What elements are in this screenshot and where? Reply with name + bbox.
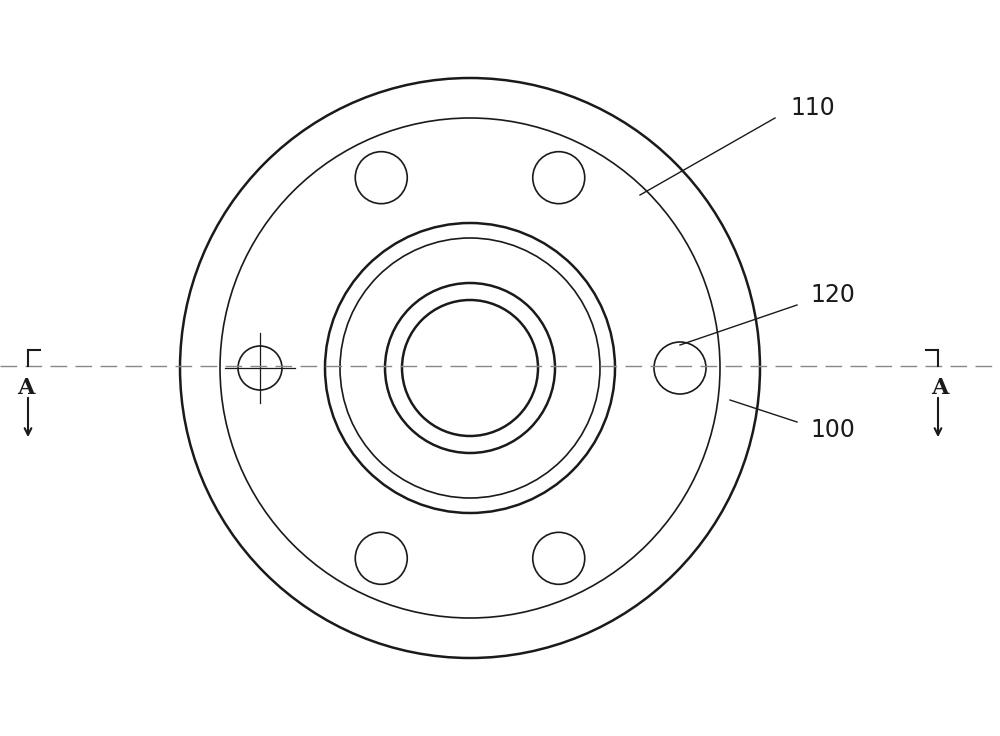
Text: A: A bbox=[931, 377, 949, 399]
Text: 110: 110 bbox=[790, 96, 835, 120]
Text: 120: 120 bbox=[810, 283, 855, 307]
Text: A: A bbox=[17, 377, 35, 399]
Text: 100: 100 bbox=[810, 418, 855, 442]
